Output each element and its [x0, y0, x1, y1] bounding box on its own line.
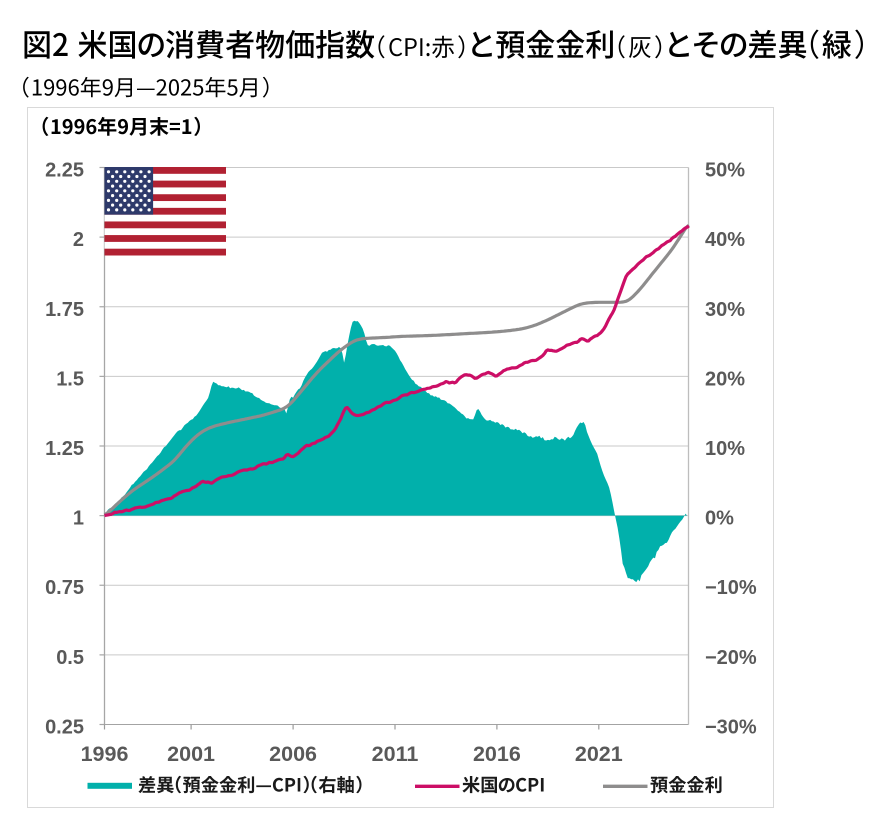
svg-text:1: 1: [73, 508, 84, 530]
svg-text:10%: 10%: [705, 438, 745, 460]
svg-text:0.25: 0.25: [45, 717, 84, 739]
svg-text:1.75: 1.75: [45, 299, 84, 321]
svg-text:1996: 1996: [81, 742, 129, 766]
svg-text:−30%: −30%: [705, 717, 757, 739]
svg-text:0%: 0%: [705, 508, 734, 530]
svg-text:20%: 20%: [705, 368, 745, 390]
svg-text:−20%: −20%: [705, 647, 757, 669]
svg-text:40%: 40%: [705, 229, 745, 251]
svg-text:1.25: 1.25: [45, 438, 84, 460]
svg-text:2011: 2011: [372, 742, 419, 766]
svg-text:−10%: −10%: [705, 577, 757, 599]
svg-text:1.5: 1.5: [56, 368, 84, 390]
svg-text:30%: 30%: [705, 299, 745, 321]
svg-text:2016: 2016: [473, 742, 521, 766]
svg-text:50%: 50%: [705, 160, 745, 182]
svg-text:2: 2: [73, 229, 84, 251]
svg-text:2.25: 2.25: [45, 160, 84, 182]
svg-text:2021: 2021: [575, 742, 623, 766]
svg-text:0.5: 0.5: [56, 647, 84, 669]
svg-text:2006: 2006: [269, 742, 317, 766]
svg-text:2001: 2001: [167, 742, 215, 766]
svg-text:0.75: 0.75: [45, 577, 84, 599]
